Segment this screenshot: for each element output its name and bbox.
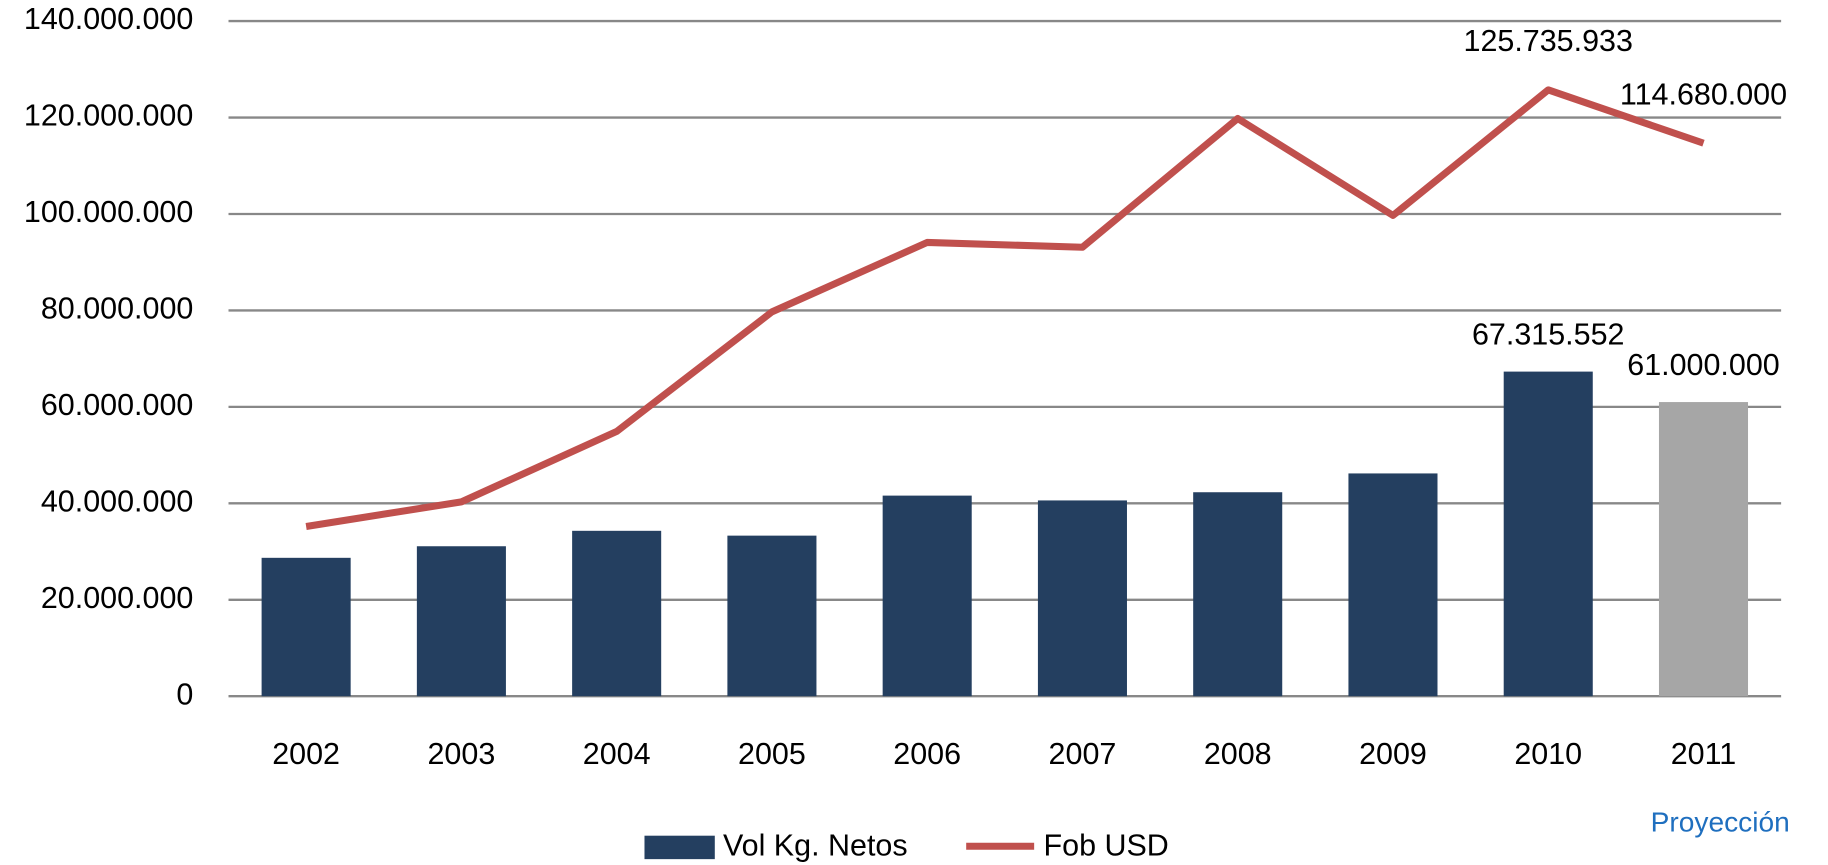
bar (882, 495, 972, 697)
x-tick-label: 2009 (1359, 737, 1427, 771)
legend-swatch (644, 835, 715, 860)
bar (1658, 402, 1749, 697)
bar (1037, 500, 1127, 697)
x-tick-label: 2003 (428, 737, 496, 771)
bar (1348, 473, 1438, 697)
x-tick-label: 2004 (583, 737, 651, 771)
data-label: 67.315.552 (1472, 317, 1624, 351)
bar (261, 557, 351, 697)
y-tick-label: 100.000.000 (24, 195, 193, 229)
x-tick-label: 2007 (1049, 737, 1117, 771)
data-label: 114.680.000 (1620, 77, 1787, 111)
bar (1503, 371, 1593, 697)
bar (1193, 492, 1283, 697)
y-tick-label: 140.000.000 (24, 2, 193, 36)
data-label: 125.735.933 (1464, 24, 1633, 58)
x-tick-label: 2006 (893, 737, 961, 771)
x-tick-label: 2010 (1514, 737, 1582, 771)
annotation: Proyección (1651, 806, 1790, 837)
y-tick-label: 40.000.000 (41, 484, 193, 518)
bar (727, 535, 817, 697)
line (305, 86, 1705, 530)
data-label: 61.000.000 (1627, 348, 1779, 382)
y-tick-label: 60.000.000 (41, 388, 193, 422)
x-tick-label: 2002 (272, 737, 340, 771)
x-tick-label: 2008 (1204, 737, 1272, 771)
bar (416, 546, 506, 697)
y-tick-label: 80.000.000 (41, 291, 193, 325)
x-tick-label: 2011 (1671, 737, 1737, 771)
y-tick-label: 120.000.000 (24, 99, 193, 133)
legend-label: Vol Kg. Netos (723, 828, 908, 862)
y-tick-label: 20.000.000 (41, 581, 193, 615)
legend-label: Fob USD (1044, 828, 1169, 862)
x-tick-label: 2005 (738, 737, 806, 771)
bar (572, 530, 662, 697)
y-tick-label: 0 (176, 677, 193, 711)
